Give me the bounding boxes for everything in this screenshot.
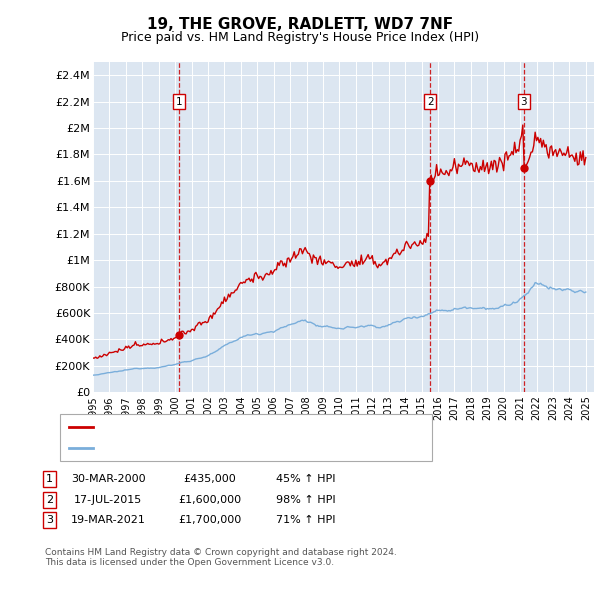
Text: 98% ↑ HPI: 98% ↑ HPI (276, 495, 336, 504)
Text: 45% ↑ HPI: 45% ↑ HPI (276, 474, 336, 484)
Text: 1: 1 (176, 97, 182, 107)
Text: £435,000: £435,000 (184, 474, 236, 484)
Text: 30-MAR-2000: 30-MAR-2000 (71, 474, 145, 484)
Text: 19, THE GROVE, RADLETT, WD7 7NF (detached house): 19, THE GROVE, RADLETT, WD7 7NF (detache… (99, 422, 383, 432)
Text: 17-JUL-2015: 17-JUL-2015 (74, 495, 142, 504)
Text: 2: 2 (46, 495, 53, 504)
Text: Contains HM Land Registry data © Crown copyright and database right 2024.
This d: Contains HM Land Registry data © Crown c… (45, 548, 397, 567)
Text: 19-MAR-2021: 19-MAR-2021 (71, 516, 145, 525)
Text: 19, THE GROVE, RADLETT, WD7 7NF: 19, THE GROVE, RADLETT, WD7 7NF (147, 17, 453, 32)
Text: 3: 3 (46, 516, 53, 525)
Text: HPI: Average price, detached house, Hertsmere: HPI: Average price, detached house, Hert… (99, 443, 347, 453)
Text: 1: 1 (46, 474, 53, 484)
Text: 71% ↑ HPI: 71% ↑ HPI (276, 516, 336, 525)
Text: £1,700,000: £1,700,000 (178, 516, 242, 525)
Text: Price paid vs. HM Land Registry's House Price Index (HPI): Price paid vs. HM Land Registry's House … (121, 31, 479, 44)
Text: 2: 2 (427, 97, 434, 107)
Text: £1,600,000: £1,600,000 (178, 495, 242, 504)
Text: 3: 3 (520, 97, 527, 107)
